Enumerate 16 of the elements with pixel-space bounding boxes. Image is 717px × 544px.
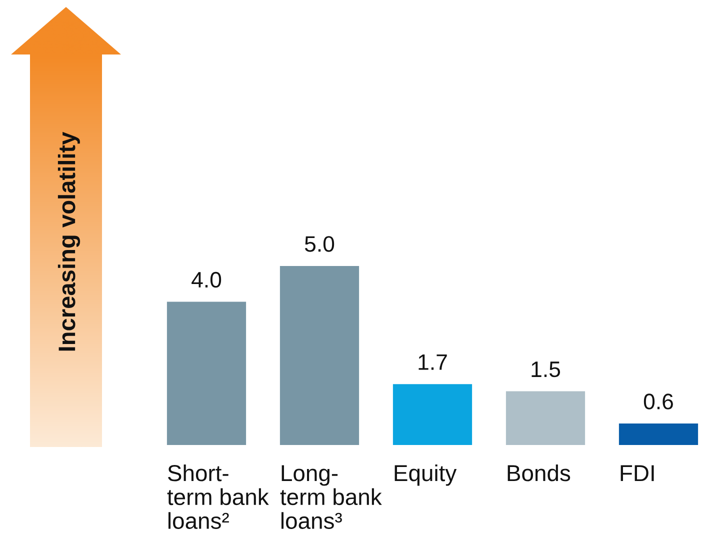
x-tick-label: Equity xyxy=(394,464,457,486)
bar xyxy=(618,424,698,445)
text: Increasing volatility xyxy=(58,132,80,351)
x-tick-label: Bonds xyxy=(508,464,570,482)
data-label: 1.7 xyxy=(418,354,447,370)
x-tick-label: Short- term bank loans² xyxy=(167,464,269,529)
bar xyxy=(506,391,586,445)
data-label: 4.0 xyxy=(192,272,222,288)
data-label: 5.0 xyxy=(304,236,334,252)
bar xyxy=(280,266,360,445)
bar xyxy=(392,384,472,445)
data-label: 1.5 xyxy=(532,362,560,378)
x-tick-label: FDI xyxy=(620,465,654,482)
bar xyxy=(166,302,246,445)
data-label: 0.6 xyxy=(644,394,673,410)
x-tick-label: Long- term bank loans³ xyxy=(280,465,382,529)
